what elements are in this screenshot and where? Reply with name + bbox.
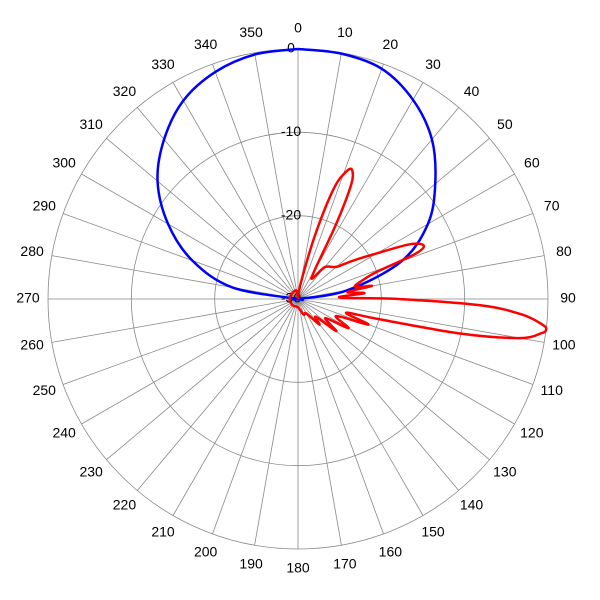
- spoke: [297, 173, 515, 300]
- angle-label: 10: [337, 24, 353, 40]
- spoke: [297, 298, 384, 535]
- spoke: [297, 298, 424, 516]
- spoke: [212, 63, 299, 300]
- series-line: [288, 167, 548, 340]
- angle-label: 210: [151, 524, 175, 540]
- r-tick-label: -20: [281, 206, 301, 222]
- spoke: [297, 298, 342, 546]
- angle-label: 100: [552, 337, 576, 353]
- angle-label: 190: [239, 556, 263, 572]
- angle-label: 120: [520, 425, 544, 441]
- angle-label: 320: [113, 83, 137, 99]
- r-tick-label: 0: [287, 40, 295, 56]
- angle-label: 50: [497, 116, 513, 132]
- angle-label: 240: [52, 425, 76, 441]
- angle-label: 330: [151, 56, 175, 72]
- r-tick-label: -10: [281, 123, 301, 139]
- spoke: [62, 213, 299, 300]
- angle-label: 270: [16, 290, 40, 306]
- spoke: [62, 298, 299, 385]
- spoke: [81, 298, 299, 425]
- angle-label: 140: [460, 497, 484, 513]
- angle-label: 40: [464, 83, 480, 99]
- spoke: [297, 137, 490, 300]
- angle-label: 290: [33, 197, 57, 213]
- angle-label: 170: [333, 556, 357, 572]
- angle-label: 130: [493, 463, 517, 479]
- spoke: [172, 298, 299, 516]
- spoke: [297, 298, 460, 491]
- spoke: [51, 298, 299, 343]
- angle-label: 90: [560, 290, 576, 306]
- spoke: [297, 63, 384, 300]
- angle-label: 30: [425, 56, 441, 72]
- spoke: [212, 298, 299, 535]
- angle-label: 350: [239, 24, 263, 40]
- spoke: [254, 298, 299, 546]
- angle-label: 250: [33, 382, 57, 398]
- angle-label: 60: [524, 155, 540, 171]
- spoke: [297, 298, 515, 425]
- spoke: [106, 298, 299, 461]
- spoke: [297, 298, 545, 343]
- angle-label: 220: [113, 497, 137, 513]
- angle-label: 300: [52, 155, 76, 171]
- spoke: [297, 52, 342, 300]
- spoke: [172, 82, 299, 300]
- angle-label: 230: [79, 463, 103, 479]
- spoke: [254, 52, 299, 300]
- spoke: [136, 298, 299, 491]
- spoke: [51, 255, 299, 300]
- angle-label: 70: [544, 197, 560, 213]
- spoke: [81, 173, 299, 300]
- angle-label: 340: [194, 36, 218, 52]
- spoke: [297, 213, 534, 300]
- angle-label: 150: [421, 524, 445, 540]
- angle-label: 110: [541, 382, 564, 398]
- series-line: [156, 47, 437, 302]
- angle-label: 0: [294, 20, 302, 36]
- angle-label: 200: [194, 543, 218, 559]
- angle-label: 310: [79, 116, 103, 132]
- angle-label: 280: [20, 243, 44, 259]
- angle-label: 160: [379, 543, 403, 559]
- angle-label: 20: [383, 36, 399, 52]
- angle-label: 180: [286, 560, 310, 576]
- angle-label: 260: [20, 337, 44, 353]
- ring: [130, 131, 466, 467]
- spoke: [297, 298, 534, 385]
- angle-label: 80: [556, 243, 572, 259]
- spoke: [106, 137, 299, 300]
